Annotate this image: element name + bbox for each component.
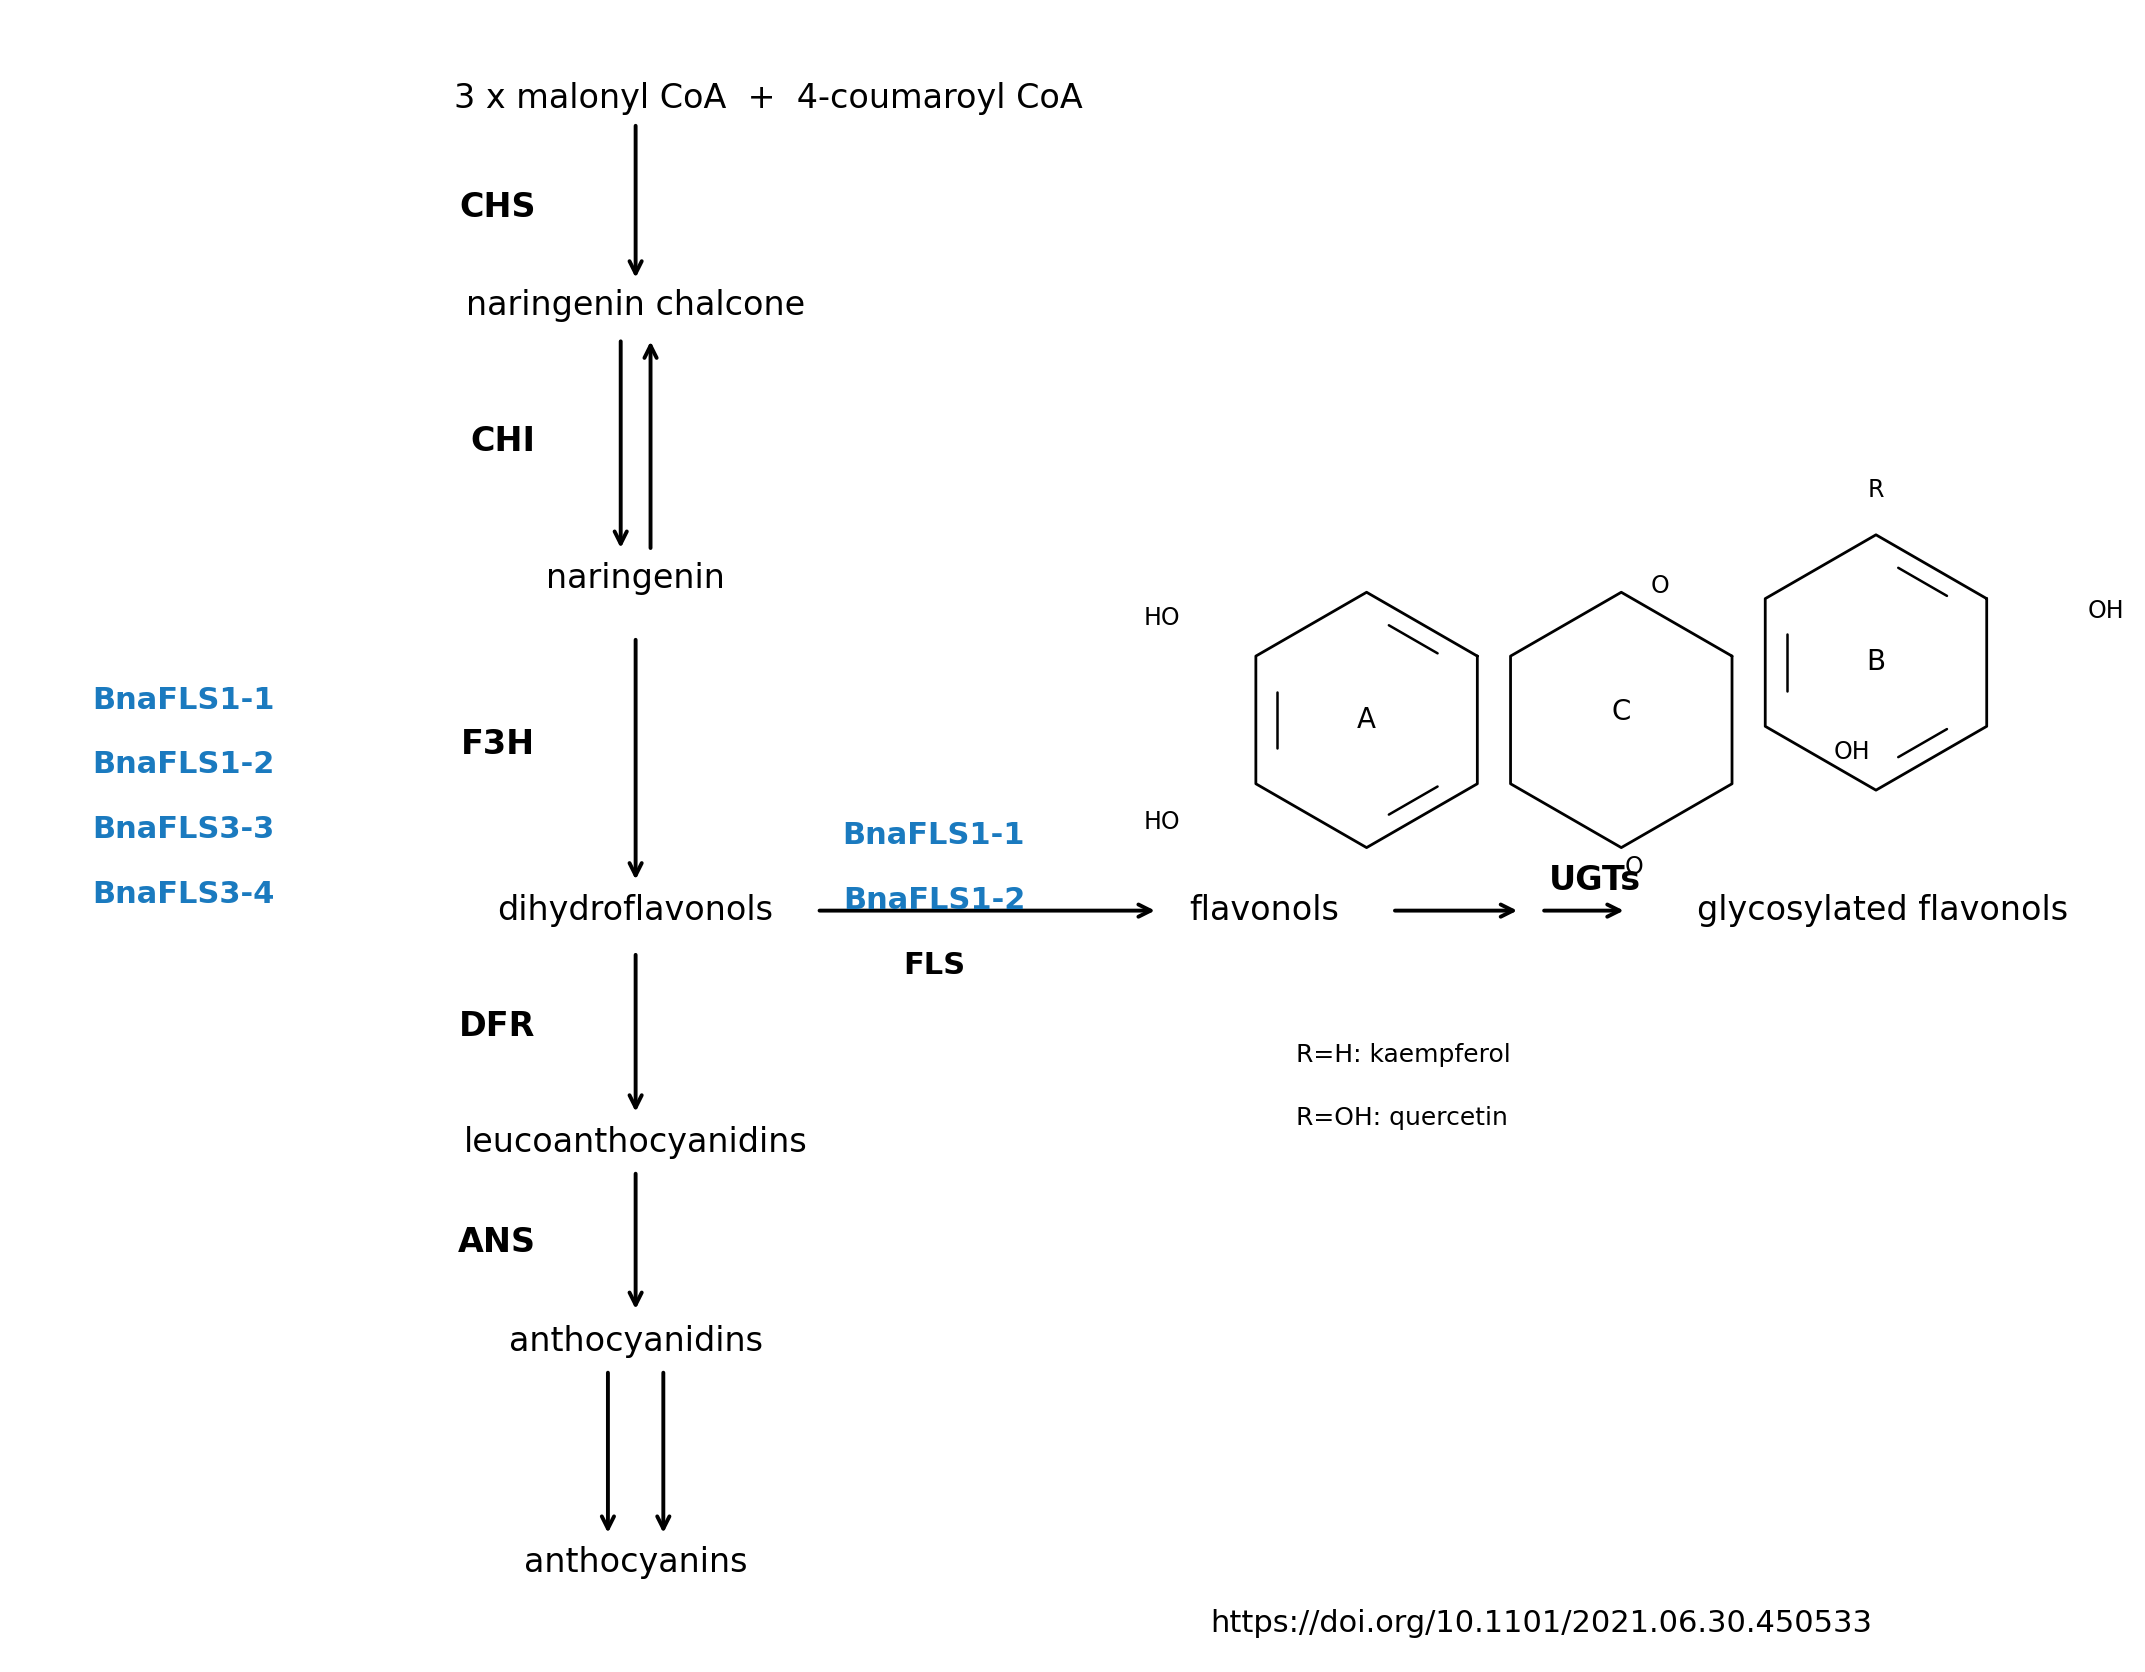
Text: BnaFLS1-2: BnaFLS1-2: [92, 751, 275, 779]
Text: R=OH: quercetin: R=OH: quercetin: [1296, 1105, 1508, 1130]
Text: UGTs: UGTs: [1549, 864, 1641, 898]
Text: B: B: [1866, 649, 1885, 677]
Text: DFR: DFR: [459, 1010, 536, 1043]
Text: BnaFLS3-3: BnaFLS3-3: [92, 814, 275, 844]
Text: OH: OH: [1834, 739, 1870, 764]
Text: naringenin chalcone: naringenin chalcone: [465, 289, 804, 323]
Text: 3 x malonyl CoA  +  4-coumaroyl CoA: 3 x malonyl CoA + 4-coumaroyl CoA: [455, 82, 1083, 115]
Text: FLS: FLS: [903, 951, 965, 980]
Text: BnaFLS1-1: BnaFLS1-1: [92, 686, 275, 714]
Text: glycosylated flavonols: glycosylated flavonols: [1697, 895, 2068, 926]
Text: BnaFLS1-1: BnaFLS1-1: [843, 821, 1025, 851]
Text: HO: HO: [1143, 605, 1180, 630]
Text: https://doi.org/10.1101/2021.06.30.450533: https://doi.org/10.1101/2021.06.30.45053…: [1210, 1608, 1873, 1639]
Text: O: O: [1650, 573, 1669, 599]
Text: anthocyanidins: anthocyanidins: [508, 1326, 764, 1358]
Text: HO: HO: [1143, 809, 1180, 834]
Text: dihydroflavonols: dihydroflavonols: [498, 895, 774, 926]
Text: naringenin: naringenin: [547, 562, 725, 595]
Text: flavonols: flavonols: [1188, 895, 1338, 926]
Text: BnaFLS3-4: BnaFLS3-4: [92, 879, 275, 908]
Text: O: O: [1624, 854, 1643, 879]
Text: CHI: CHI: [470, 425, 536, 458]
Text: ANS: ANS: [457, 1226, 536, 1259]
Text: anthocyanins: anthocyanins: [523, 1545, 746, 1578]
Text: CHS: CHS: [459, 191, 536, 224]
Text: C: C: [1611, 697, 1630, 726]
Text: F3H: F3H: [461, 729, 536, 761]
Text: A: A: [1358, 706, 1377, 734]
Text: R: R: [1868, 478, 1883, 502]
Text: BnaFLS1-2: BnaFLS1-2: [843, 886, 1025, 915]
Text: R=H: kaempferol: R=H: kaempferol: [1296, 1043, 1510, 1067]
Text: OH: OH: [2087, 599, 2124, 624]
Text: leucoanthocyanidins: leucoanthocyanidins: [463, 1127, 807, 1159]
